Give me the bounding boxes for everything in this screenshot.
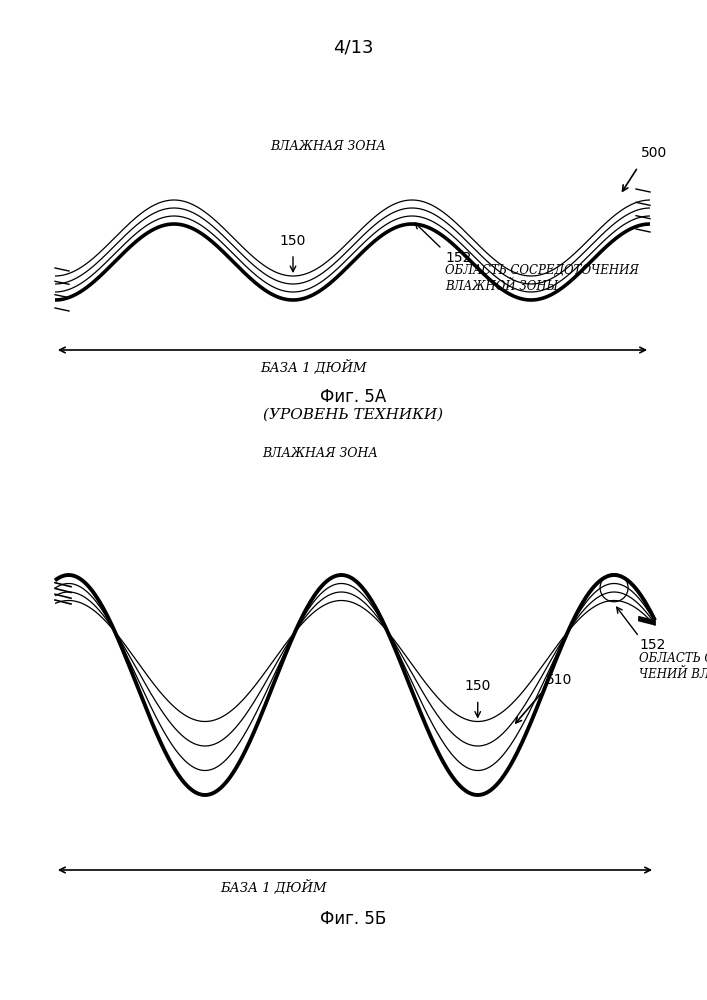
Text: БАЗА 1 ДЮЙМ: БАЗА 1 ДЮЙМ <box>220 880 327 895</box>
Text: 152: 152 <box>639 638 665 652</box>
Text: Фиг. 5А: Фиг. 5А <box>320 388 386 406</box>
Text: 4/13: 4/13 <box>333 39 373 57</box>
Text: ВЛАЖНАЯ ЗОНА: ВЛАЖНАЯ ЗОНА <box>262 447 378 460</box>
Text: 150: 150 <box>280 234 306 248</box>
Text: (УРОВЕНЬ ТЕХНИКИ): (УРОВЕНЬ ТЕХНИКИ) <box>263 408 443 422</box>
Text: Фиг. 5Б: Фиг. 5Б <box>320 910 386 928</box>
Text: 150: 150 <box>464 680 491 694</box>
Text: 500: 500 <box>641 146 667 160</box>
Text: ОБЛАСТЬ СОСРЕДОТО-
ЧЕНИЙ ВЛАЖНОЙ ЗОНЫ: ОБЛАСТЬ СОСРЕДОТО- ЧЕНИЙ ВЛАЖНОЙ ЗОНЫ <box>639 652 707 681</box>
Text: БАЗА 1 ДЮЙМ: БАЗА 1 ДЮЙМ <box>260 360 367 375</box>
Text: ВЛАЖНАЯ ЗОНА: ВЛАЖНАЯ ЗОНА <box>270 140 386 153</box>
Text: 510: 510 <box>546 672 572 686</box>
Text: ОБЛАСТЬ СОСРЕДОТОЧЕНИЯ
ВЛАЖНОЙ ЗОНЫ: ОБЛАСТЬ СОСРЕДОТОЧЕНИЯ ВЛАЖНОЙ ЗОНЫ <box>445 264 639 293</box>
Text: 152: 152 <box>445 251 472 265</box>
